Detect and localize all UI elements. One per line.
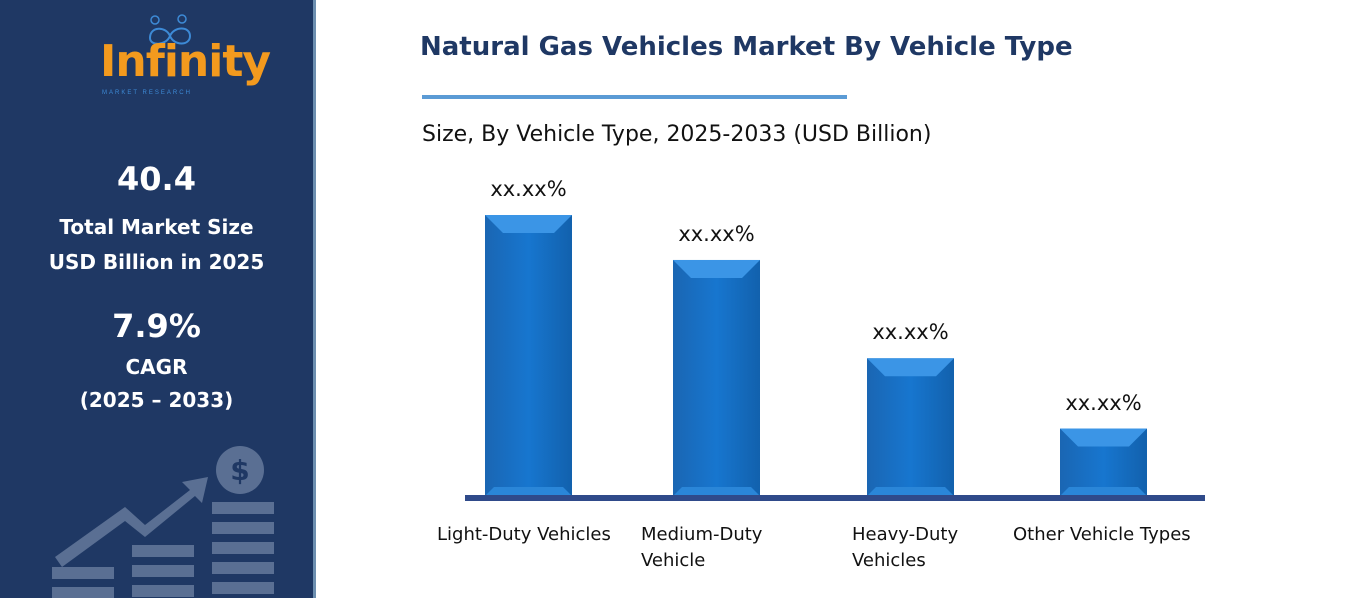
market-size-value: 40.4: [117, 160, 196, 198]
sidebar: Infinity MARKET RESEARCH 40.4 Total Mark…: [0, 0, 316, 598]
category-label-line: Vehicle: [641, 550, 706, 571]
bar: [485, 215, 572, 496]
logo-text: Infinity: [100, 36, 271, 87]
chart-title: Natural Gas Vehicles Market By Vehicle T…: [420, 32, 1073, 62]
bar: [867, 358, 954, 496]
data-label: xx.xx%: [872, 320, 949, 345]
logo-subtext: MARKET RESEARCH: [102, 90, 192, 96]
category-label-line: Vehicles: [852, 550, 926, 571]
chart-subtitle: Size, By Vehicle Type, 2025-2033 (USD Bi…: [422, 122, 932, 147]
category-label-line: Light-Duty Vehicles: [437, 524, 611, 545]
bar: [673, 259, 760, 496]
data-label: xx.xx%: [1065, 390, 1142, 415]
cagr-label: CAGR: [125, 355, 188, 379]
data-label: xx.xx%: [490, 177, 567, 201]
data-label: xx.xx%: [678, 221, 755, 246]
svg-text:$: $: [230, 454, 249, 487]
x-axis-baseline: [465, 495, 1205, 501]
category-label-line: Heavy-Duty: [852, 524, 959, 545]
bar: [1060, 428, 1147, 496]
title-underline: [422, 95, 847, 99]
cagr-value: 7.9%: [112, 307, 201, 345]
logo-infinity-icon: [148, 14, 192, 45]
category-label: Medium-Duty Vehicle: [641, 522, 762, 574]
market-size-label: Total Market Size: [59, 215, 254, 239]
growth-chart-icon: $: [52, 446, 274, 598]
category-label: Other Vehicle Types: [1013, 522, 1191, 548]
market-size-unit: USD Billion in 2025: [48, 250, 265, 274]
category-label-line: Medium-Duty: [641, 524, 763, 545]
category-label-line: Other Vehicle Types: [1013, 524, 1191, 545]
category-label: Light-Duty Vehicles: [437, 522, 611, 548]
logo: Infinity MARKET RESEARCH: [98, 14, 271, 96]
category-label: Heavy-Duty Vehicles: [852, 522, 958, 574]
cagr-period: (2025 – 2033): [79, 388, 234, 412]
